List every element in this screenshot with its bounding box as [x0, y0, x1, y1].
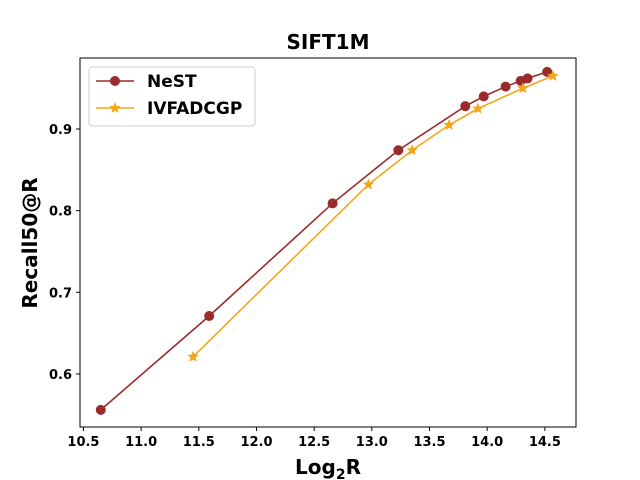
- data-point-ivfadcgp: [443, 118, 455, 130]
- x-tick-label: 11.0: [125, 435, 157, 450]
- x-axis-label-tail: R: [346, 455, 361, 479]
- x-tick-label: 12.5: [298, 435, 330, 450]
- data-point-nest: [327, 198, 338, 209]
- y-tick-label: 0.9: [49, 123, 72, 138]
- series-layer: [95, 66, 559, 415]
- legend: NeST IVFADCGP: [88, 66, 256, 127]
- data-point-nest: [393, 145, 404, 156]
- data-point-nest: [478, 91, 489, 102]
- legend-label-nest: NeST: [147, 72, 197, 92]
- legend-item-nest: NeST: [96, 72, 197, 92]
- x-axis-label-subscript: 2: [336, 467, 346, 480]
- legend-items: NeST IVFADCGP: [96, 72, 242, 119]
- data-point-ivfadcgp: [362, 178, 375, 190]
- y-tick-label: 0.8: [49, 205, 72, 220]
- x-tick-label: 12.0: [240, 435, 272, 450]
- data-point-nest: [522, 73, 533, 84]
- x-tick-label: 10.5: [67, 435, 99, 450]
- data-point-ivfadcgp: [406, 144, 418, 156]
- series-ivfadcgp: [187, 69, 559, 362]
- y-axis-label: Recall50@R: [18, 177, 42, 308]
- data-point-nest: [204, 310, 215, 321]
- legend-marker-nest: [110, 76, 120, 86]
- axes-frame: [79, 57, 577, 428]
- x-tick-label: 11.5: [183, 435, 215, 450]
- y-tick-label: 0.6: [49, 368, 72, 383]
- ticks-layer: 10.5 11.0 11.5 12.0 12.5 13.0 13.5 14.0 14.5 0.6 0…: [49, 123, 561, 450]
- x-tick-label: 13.0: [356, 435, 388, 450]
- series-nest: [95, 66, 553, 415]
- x-tick-label: 14.5: [529, 435, 561, 450]
- chart-title: SIFT1M: [287, 30, 370, 54]
- data-point-nest: [460, 101, 471, 112]
- legend-item-ivfadcgp: IVFADCGP: [96, 99, 242, 119]
- data-point-ivfadcgp: [517, 82, 529, 94]
- data-point-ivfadcgp: [547, 69, 559, 81]
- data-point-ivfadcgp: [472, 102, 484, 114]
- x-tick-label: 13.5: [413, 435, 445, 450]
- y-tick-label: 0.7: [49, 286, 72, 301]
- data-point-ivfadcgp: [187, 350, 199, 362]
- x-axis-label: Log2R: [295, 455, 361, 480]
- legend-marker-ivfadcgp: [109, 101, 121, 113]
- data-point-nest: [500, 81, 511, 92]
- legend-label-ivfadcgp: IVFADCGP: [147, 99, 242, 119]
- data-point-nest: [95, 404, 106, 415]
- x-axis-label-main: Log: [295, 455, 336, 479]
- x-tick-label: 14.0: [471, 435, 503, 450]
